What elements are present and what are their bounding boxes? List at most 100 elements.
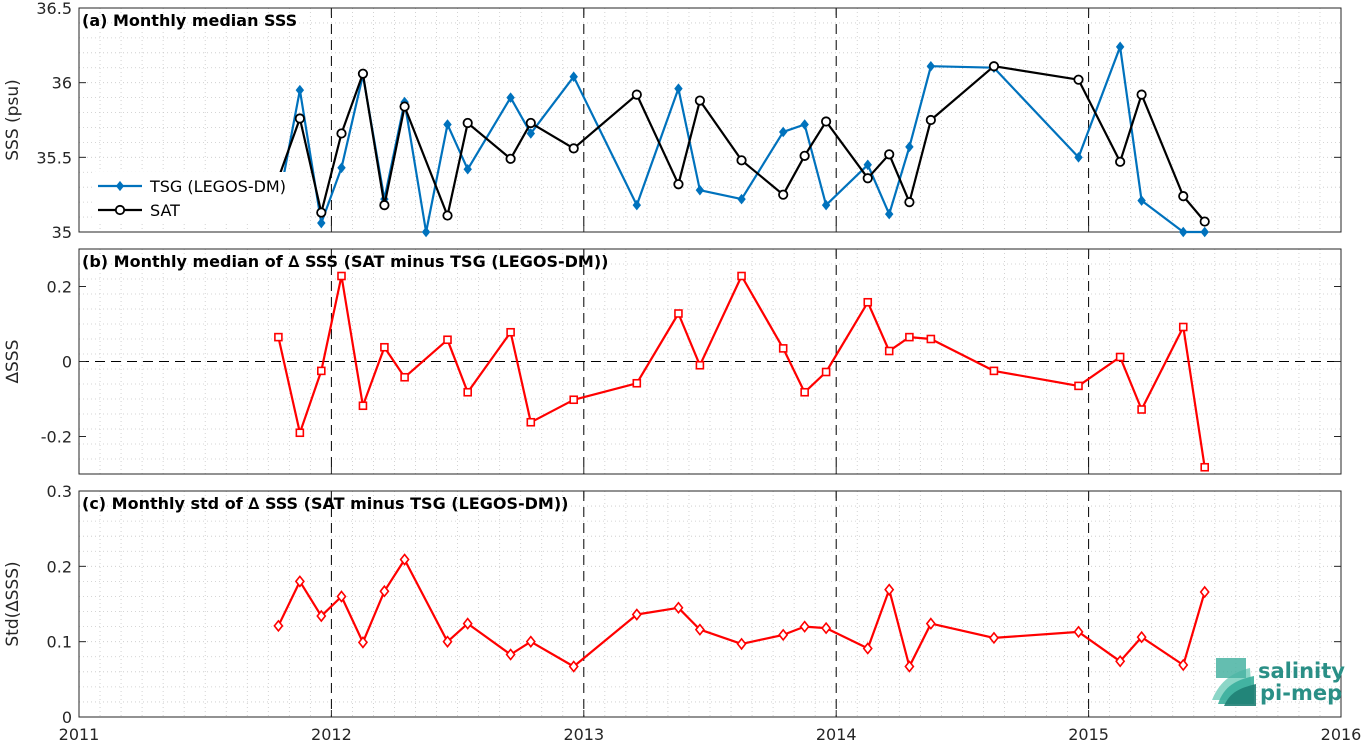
data-point [294, 113, 305, 124]
data-point [1115, 352, 1125, 362]
data-point [904, 197, 915, 208]
data-point [1073, 74, 1084, 85]
data-point [904, 660, 915, 673]
logo-block-icon [1216, 658, 1246, 678]
data-point [1199, 585, 1210, 599]
x-tick-label: 2012 [311, 725, 352, 744]
data-point [569, 395, 579, 405]
data-point [737, 193, 746, 205]
data-point [821, 199, 831, 211]
data-point [399, 553, 410, 566]
legend-label: SAT [150, 201, 180, 220]
data-point [337, 271, 346, 281]
data-point [863, 297, 873, 307]
data-point [526, 128, 536, 139]
y-tick-label: 35.5 [36, 148, 72, 167]
data-point [926, 334, 936, 344]
data-point [400, 372, 409, 382]
data-point [317, 366, 326, 376]
data-point [569, 71, 578, 82]
data-point [462, 117, 473, 129]
data-point [443, 119, 452, 130]
logo-wave-dark-icon [1224, 684, 1256, 706]
data-point [1074, 381, 1083, 391]
data-point [462, 617, 473, 630]
legend-marker [115, 180, 125, 192]
data-point [1137, 405, 1146, 414]
data-point [884, 346, 894, 356]
data-point [317, 217, 326, 229]
data-point [505, 153, 516, 164]
data-point [506, 92, 515, 103]
data-point [442, 635, 453, 648]
data-point [336, 590, 347, 603]
data-point [778, 189, 789, 200]
y-axis-label: ∆SSS [3, 340, 23, 385]
data-point [736, 155, 747, 166]
data-point [525, 117, 536, 129]
data-point [294, 575, 305, 588]
y-tick-label: -0.2 [41, 428, 72, 447]
data-point [799, 620, 810, 633]
data-point [884, 583, 895, 596]
data-point [989, 366, 999, 376]
data-point [800, 387, 809, 397]
data-point [673, 601, 684, 615]
data-point [778, 628, 789, 642]
y-tick-label: 0.2 [47, 278, 72, 297]
panel-title: (b) Monthly median of ∆ SSS (SAT minus T… [82, 252, 608, 271]
data-point [694, 623, 705, 636]
data-point [1137, 195, 1146, 206]
series-delta [274, 271, 1210, 472]
data-point [799, 150, 810, 161]
x-tick-label: 2016 [1321, 725, 1362, 744]
data-point [778, 344, 788, 353]
data-point [674, 309, 683, 318]
legend-label: TSG (LEGOS-DM) [149, 177, 286, 196]
data-point [673, 179, 684, 190]
data-point [1136, 89, 1147, 100]
data-point [295, 84, 305, 96]
x-tick-label: 2014 [816, 725, 857, 744]
x-tick-label: 2015 [1068, 725, 1109, 744]
data-point [1115, 41, 1125, 53]
data-point [632, 378, 642, 388]
y-tick-label: 0.2 [47, 557, 72, 576]
series-line [277, 274, 1206, 468]
data-point [695, 360, 705, 370]
data-point [778, 126, 788, 138]
y-tick-label: 36 [52, 74, 72, 93]
data-point [421, 226, 431, 238]
data-point [925, 114, 936, 126]
data-point [379, 584, 390, 598]
data-point [357, 68, 369, 79]
data-point [1200, 226, 1209, 238]
data-point [379, 200, 390, 211]
data-point [925, 617, 936, 630]
panel-title: (a) Monthly median SSS [82, 11, 297, 30]
logo-line2: pi-mep [1260, 681, 1342, 705]
legend-marker [114, 204, 126, 216]
panel-title: (c) Monthly std of ∆ SSS (SAT minus TSG … [82, 494, 568, 513]
y-tick-label: 0 [62, 353, 72, 372]
legend: TSG (LEGOS-DM) SAT [92, 172, 307, 224]
series-line [277, 558, 1206, 668]
data-point [884, 149, 895, 160]
data-point [821, 621, 832, 635]
y-tick-label: 0.1 [47, 633, 72, 652]
data-point [316, 207, 327, 218]
data-point [862, 173, 873, 184]
data-point [1115, 654, 1126, 668]
y-axis-label: Std(∆SSS) [3, 561, 23, 646]
data-point [1178, 322, 1188, 332]
data-point [399, 101, 410, 112]
x-tick-label: 2011 [59, 725, 100, 744]
data-point [905, 141, 914, 153]
data-point [1136, 630, 1147, 644]
data-point [336, 128, 347, 139]
panels: 35 35.5 36 36.5 SSS (psu) (a) Monthly median … [3, 0, 1361, 744]
y-tick-label: 36.5 [36, 0, 72, 18]
data-point [1115, 156, 1126, 167]
data-point [988, 61, 1000, 72]
